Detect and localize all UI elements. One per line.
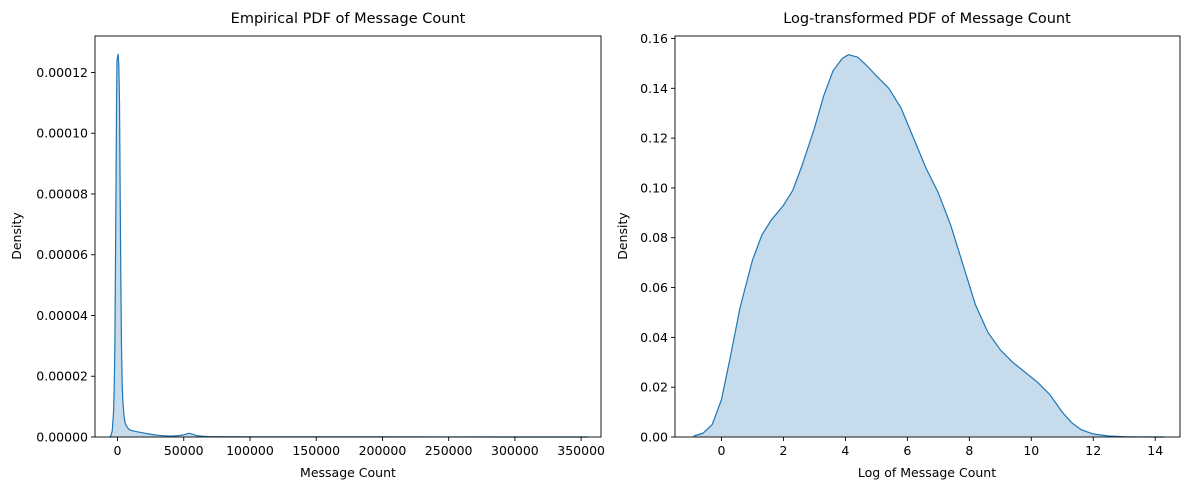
x-tick-label-left: 350000 [557, 443, 605, 458]
plot-frame-right [674, 35, 1181, 438]
x-tick-label-left: 100000 [226, 443, 274, 458]
plot-frame-left [94, 35, 602, 438]
y-tick-label-right: 0.08 [640, 230, 668, 245]
x-tick-label-left: 50000 [164, 443, 204, 458]
y-tick-label-left: 0.00000 [36, 430, 88, 445]
x-tick-label-right: 4 [841, 443, 849, 458]
y-axis-label-right: Density [615, 212, 630, 260]
y-tick-label-right: 0.16 [640, 31, 668, 46]
y-tick-label-left: 0.00008 [36, 186, 88, 201]
x-axis-label-left: Message Count [300, 465, 396, 480]
x-tick-label-right: 10 [1023, 443, 1039, 458]
x-axis-label-right: Log of Message Count [858, 465, 996, 480]
y-tick-label-right: 0.14 [640, 81, 668, 96]
y-tick-label-right: 0.12 [640, 131, 668, 146]
y-tick-label-left: 0.00006 [36, 247, 88, 262]
x-tick-label-left: 250000 [425, 443, 473, 458]
chart-title-right: Log-transformed PDF of Message Count [783, 11, 1071, 27]
y-tick-label-right: 0.02 [640, 380, 668, 395]
plot-area-left: 0 50000 100000 150000 200000 250000 300000 3500… [36, 35, 605, 458]
x-tick-label-left: 300000 [491, 443, 539, 458]
density-area-right [693, 54, 1165, 438]
plot-area-right: 0 2 4 6 8 10 12 14 0.00 0.02 0.04 0.06 0.08 0.10 0.12 0… [640, 31, 1181, 458]
y-tick-label-left: 0.00012 [36, 65, 88, 80]
y-tick-label-right: 0.06 [640, 280, 668, 295]
x-tick-label-left: 0 [114, 443, 122, 458]
density-line-right [693, 54, 1165, 438]
y-tick-label-right: 0.10 [640, 180, 668, 195]
x-tick-label-right: 2 [779, 443, 787, 458]
x-tick-label-left: 150000 [292, 443, 340, 458]
y-tick-label-right: 0.04 [640, 330, 668, 345]
y-tick-label-right: 0.00 [640, 430, 668, 445]
x-tick-label-right: 8 [965, 443, 973, 458]
y-tick-label-left: 0.00002 [36, 369, 88, 384]
chart-panel-left: Empirical PDF of Message Count 0 50000 100… [9, 11, 605, 480]
density-area-left [109, 54, 588, 437]
density-line-left [109, 53, 588, 438]
chart-panel-right: Log-transformed PDF of Message Count 0 2 4… [615, 11, 1181, 480]
x-tick-label-right: 14 [1147, 443, 1163, 458]
x-tick-label-left: 200000 [359, 443, 407, 458]
chart-title-left: Empirical PDF of Message Count [231, 11, 466, 27]
x-tick-label-right: 6 [903, 443, 911, 458]
x-tick-label-right: 0 [717, 443, 725, 458]
y-tick-label-left: 0.00010 [36, 126, 88, 141]
x-tick-label-right: 12 [1085, 443, 1101, 458]
y-axis-label-left: Density [9, 212, 24, 260]
y-tick-label-left: 0.00004 [36, 308, 88, 323]
